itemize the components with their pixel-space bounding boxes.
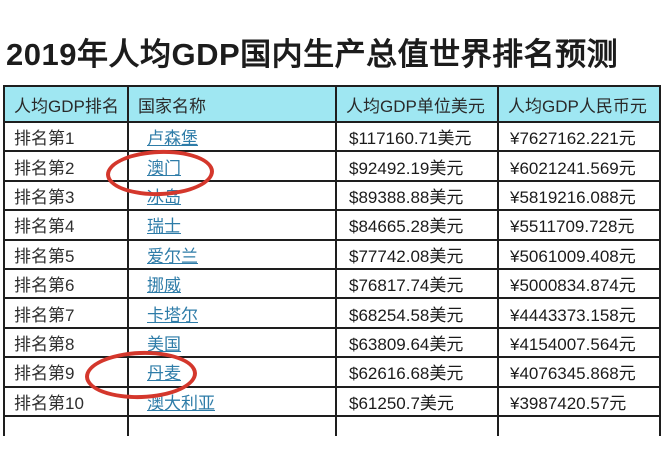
usd-cell: $77742.08美元 <box>335 238 499 270</box>
rank-cell: 排名第6 <box>3 267 129 300</box>
rank-cell: 排名第1 <box>3 120 129 153</box>
gdp-ranking-table: 人均GDP排名 国家名称 人均GDP单位美元 人均GDP人民币元 排名第1 卢森… <box>3 85 661 436</box>
country-cell: 丹麦 <box>127 356 337 388</box>
country-cell: 爱尔兰 <box>127 238 337 270</box>
table-row: 排名第7 卡塔尔 $68254.58美元 ¥4443373.158元 <box>3 297 661 329</box>
rmb-cell: ¥5000834.874元 <box>497 267 661 300</box>
usd-cell: $68254.58美元 <box>335 297 499 329</box>
usd-cell: $76817.74美元 <box>335 267 499 300</box>
usd-cell: $63809.64美元 <box>335 326 499 359</box>
rmb-cell: ¥6021241.569元 <box>497 150 661 182</box>
table-row: 排名第10 澳大利亚 $61250.7美元 ¥3987420.57元 <box>3 385 661 417</box>
usd-cell <box>335 414 499 436</box>
rmb-cell: ¥4154007.564元 <box>497 326 661 359</box>
table-row: 排名第3 冰岛 $89388.88美元 ¥5819216.088元 <box>3 179 661 212</box>
header-country: 国家名称 <box>127 85 337 123</box>
country-cell: 冰岛 <box>127 179 337 212</box>
rmb-cell: ¥4076345.868元 <box>497 356 661 388</box>
country-link-ireland[interactable]: 爱尔兰 <box>147 246 198 266</box>
page-title: 2019年人均GDP国内生产总值世界排名预测 <box>6 36 619 72</box>
country-cell <box>127 414 337 436</box>
country-cell: 澳门 <box>127 150 337 182</box>
rmb-cell: ¥5511709.728元 <box>497 209 661 241</box>
country-link-usa[interactable]: 美国 <box>147 334 181 354</box>
rmb-cell: ¥3987420.57元 <box>497 385 661 417</box>
rmb-cell: ¥4443373.158元 <box>497 297 661 329</box>
country-link-switzerland[interactable]: 瑞士 <box>147 217 181 237</box>
country-cell: 美国 <box>127 326 337 359</box>
country-link-macau[interactable]: 澳门 <box>147 158 181 178</box>
country-cell: 挪威 <box>127 267 337 300</box>
country-link-denmark[interactable]: 丹麦 <box>147 364 181 384</box>
country-link-australia[interactable]: 澳大利亚 <box>147 393 215 413</box>
usd-cell: $92492.19美元 <box>335 150 499 182</box>
country-cell: 卡塔尔 <box>127 297 337 329</box>
usd-cell: $61250.7美元 <box>335 385 499 417</box>
table-row: 排名第4 瑞士 $84665.28美元 ¥5511709.728元 <box>3 209 661 241</box>
header-usd: 人均GDP单位美元 <box>335 85 499 123</box>
country-cell: 卢森堡 <box>127 120 337 153</box>
rank-cell: 排名第2 <box>3 150 129 182</box>
country-cell: 澳大利亚 <box>127 385 337 417</box>
country-cell: 瑞士 <box>127 209 337 241</box>
rmb-cell: ¥7627162.221元 <box>497 120 661 153</box>
table-row: 排名第8 美国 $63809.64美元 ¥4154007.564元 <box>3 326 661 359</box>
rank-cell: 排名第7 <box>3 297 129 329</box>
table-row: 排名第9 丹麦 $62616.68美元 ¥4076345.868元 <box>3 356 661 388</box>
usd-cell: $62616.68美元 <box>335 356 499 388</box>
rank-cell: 排名第5 <box>3 238 129 270</box>
rank-cell: 排名第10 <box>3 385 129 417</box>
header-rank: 人均GDP排名 <box>3 85 129 123</box>
rmb-cell: ¥5061009.408元 <box>497 238 661 270</box>
usd-cell: $117160.71美元 <box>335 120 499 153</box>
usd-cell: $84665.28美元 <box>335 209 499 241</box>
table-row-partial <box>3 414 661 436</box>
rank-cell: 排名第3 <box>3 179 129 212</box>
country-link-luxembourg[interactable]: 卢森堡 <box>147 129 198 149</box>
country-link-qatar[interactable]: 卡塔尔 <box>147 305 198 325</box>
country-link-iceland[interactable]: 冰岛 <box>147 187 181 207</box>
table-row: 排名第2 澳门 $92492.19美元 ¥6021241.569元 <box>3 150 661 182</box>
usd-cell: $89388.88美元 <box>335 179 499 212</box>
rank-cell <box>3 414 129 436</box>
rmb-cell <box>497 414 661 436</box>
rank-cell: 排名第9 <box>3 356 129 388</box>
rank-cell: 排名第4 <box>3 209 129 241</box>
rmb-cell: ¥5819216.088元 <box>497 179 661 212</box>
rank-cell: 排名第8 <box>3 326 129 359</box>
header-rmb: 人均GDP人民币元 <box>497 85 661 123</box>
table-row: 排名第5 爱尔兰 $77742.08美元 ¥5061009.408元 <box>3 238 661 270</box>
country-link-norway[interactable]: 挪威 <box>147 276 181 296</box>
table-header-row: 人均GDP排名 国家名称 人均GDP单位美元 人均GDP人民币元 <box>3 85 661 123</box>
table-row: 排名第1 卢森堡 $117160.71美元 ¥7627162.221元 <box>3 120 661 153</box>
table-row: 排名第6 挪威 $76817.74美元 ¥5000834.874元 <box>3 267 661 300</box>
